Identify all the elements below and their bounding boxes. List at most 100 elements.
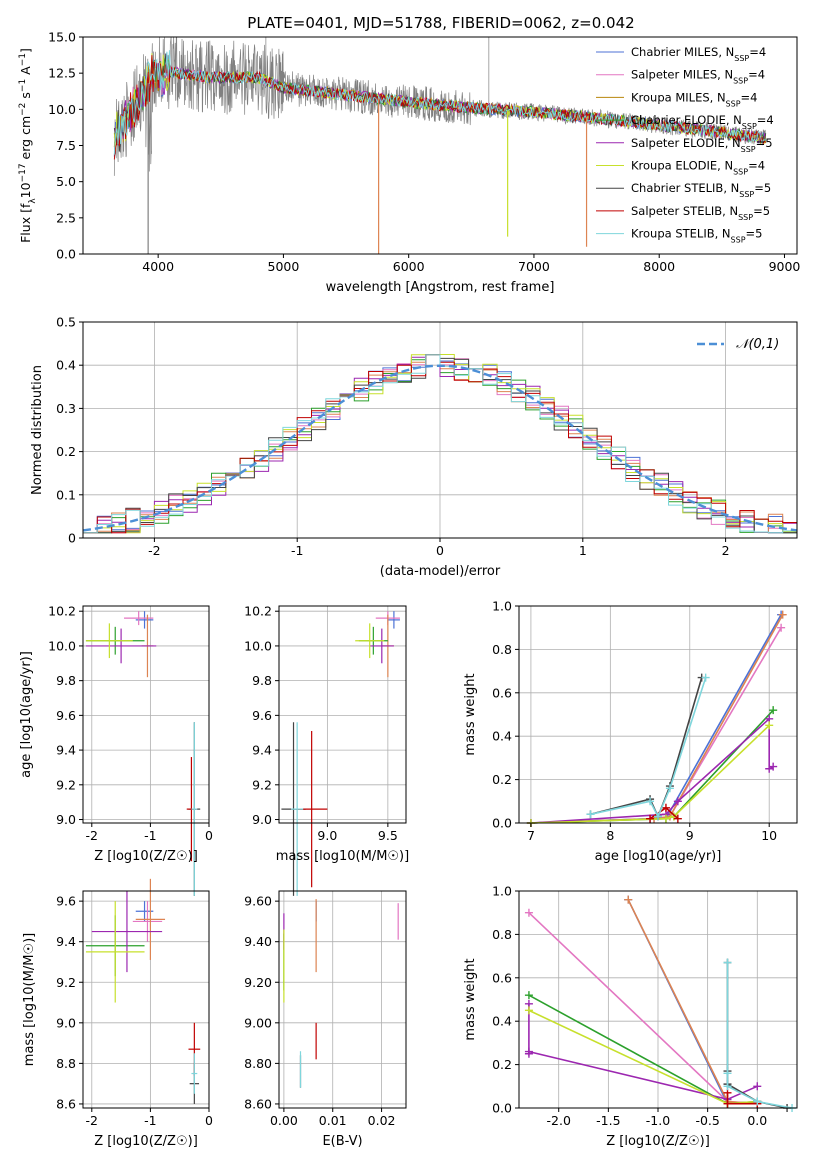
weight-marker [769,706,778,715]
y-tick-label: 0.4 [492,729,512,744]
weight-marker [701,673,710,682]
x-tick-label: 6000 [393,259,425,274]
label-part: −1 [18,53,28,66]
x-axis-label: (data-model)/error [380,564,501,579]
x-tick-label: -1 [144,1113,156,1128]
x-tick-label: 0.01 [319,1113,347,1128]
y-tick-label: 9.4 [56,934,76,949]
y-tick-label: 0.2 [492,1057,512,1072]
weight-marker [765,721,774,730]
weight-marker [661,803,670,812]
y-tick-label: 0.5 [56,315,76,330]
x-axis-label: age [log10(age/yr)] [595,849,722,864]
x-axis-label: mass [log10(M/M☉)] [276,849,409,864]
y-tick-label: 9.0 [56,812,76,827]
y-tick-label: 0.2 [492,772,512,787]
label-part: erg cm [18,116,33,164]
y-tick-label: 9.4 [56,743,76,758]
legend-label-tail: =5 [756,136,773,150]
y-tick-label: 1.0 [492,599,512,614]
weight-marker [524,991,533,1000]
y-tick-label: 9.8 [252,673,272,688]
weight-marker [723,1099,732,1108]
y-tick-label: 0.8 [492,927,512,942]
x-tick-label: 0 [436,543,444,558]
legend-label: Chabrier STELIB, NSSP=5 [631,181,771,199]
weight-marker [524,908,533,917]
legend-label-base: Chabrier ELODIE, N [631,113,742,127]
x-tick-label: -2 [86,1113,98,1128]
label-part: Flux [f [18,203,33,243]
y-tick-label: 10.0 [48,638,76,653]
x-tick-label: 4000 [142,259,174,274]
label-part: 10 [18,182,33,198]
legend-label: Salpeter STELIB, NSSP=5 [631,204,770,222]
panel-mass_vs_Z: -2 -1 0 8.6 8.8 9.0 9.2 9.4 9.6 Z [log10(Z/Z☉)] ma… [22,878,213,1149]
label-part: ] [18,48,33,53]
observed-spectrum [113,37,766,176]
weight-marker [769,762,778,771]
x-axis-label: Z [log10(Z/Z☉)] [94,1134,198,1149]
y-tick-label: 0.2 [56,444,76,459]
figure-title: PLATE=0401, MJD=51788, FIBERID=0062, z=0… [247,14,634,32]
panel-residuals: -2 -1 0 1 2 0 0.1 0.2 0.3 0.4 0.5 (data-model)/erro… [30,315,798,579]
weight-marker [753,1082,762,1091]
y-tick-label: 10.0 [244,638,272,653]
y-tick-label: 12.5 [48,66,76,81]
x-tick-label: 9.0 [317,828,337,843]
legend-label-sub: SSP [726,99,741,108]
legend-label-sub: SSP [739,190,754,199]
spectrum-lines [113,37,767,254]
y-tick-label: 1.0 [492,884,512,899]
legend-label-tail: =4 [757,113,774,127]
legend-label-base: Kroupa STELIB, N [631,227,731,241]
y-tick-label: 8.8 [56,1056,76,1071]
label-part: −17 [18,163,28,182]
x-tick-label: 0.00 [270,1113,298,1128]
x-tick-label: 9000 [769,259,801,274]
legend-label: Kroupa STELIB, NSSP=5 [631,227,762,245]
label-part: −1 [18,79,28,92]
legend-label-sub: SSP [733,76,748,85]
legend-label-tail: =4 [748,159,765,173]
y-tick-label: 9.2 [56,975,76,990]
legend-label: 𝒩(0,1) [736,337,779,352]
y-tick-label: 0 [68,531,76,546]
x-tick-label: -1 [291,543,303,558]
panel-age_vs_mass: 9.0 9.5 9.0 9.2 9.4 9.6 9.8 10.0 10.2 mass [log10… [244,604,409,896]
panel-weight_vs_Z: -2.0 -1.5 -1.0 -0.5 0.0 0.0 0.2 0.4 0.6 0.8 1.0 Z [… [463,884,798,1149]
x-tick-label: 5000 [268,259,300,274]
panel-spectrum: 4000 5000 6000 7000 8000 9000 0.0 2.5 5.0 7.5 10.0… [18,30,800,296]
x-tick-label: -1 [144,828,156,843]
weight-marker [624,895,633,904]
y-tick-label: 9.6 [56,894,76,909]
model-spectrum [113,50,766,155]
weight-marker [654,812,662,821]
x-tick-label: 0 [205,828,213,843]
weight-marker [673,797,682,806]
legend-label-sub: SSP [741,144,756,153]
y-tick-label: 10.2 [244,604,272,619]
x-axis-label: E(B-V) [322,1134,362,1149]
axes-frame [82,890,210,1109]
y-tick-label: 0.4 [492,1014,512,1029]
legend-label-base: Kroupa ELODIE, N [631,159,733,173]
y-axis-label: age [log10(age/yr)] [19,651,34,778]
weight-marker [646,797,655,806]
x-tick-label: -2 [148,543,160,558]
weight-marker [524,1006,533,1015]
legend-label-base: Salpeter STELIB, N [631,204,738,218]
legend-label-base: Chabrier STELIB, N [631,181,739,195]
y-tick-label: 9.0 [252,812,272,827]
x-tick-label: 9.5 [378,828,398,843]
x-tick-label: -2 [86,828,98,843]
axes-frame [278,605,407,824]
legend-label-tail: =5 [754,181,771,195]
y-tick-label: 0.6 [492,685,512,700]
label-part: s [18,92,33,103]
legend-label: Kroupa MILES, NSSP=4 [631,90,757,108]
weight-marker [524,1047,533,1056]
axes-frame [82,605,210,824]
weight-marker [777,623,786,632]
x-tick-label: 8000 [643,259,675,274]
